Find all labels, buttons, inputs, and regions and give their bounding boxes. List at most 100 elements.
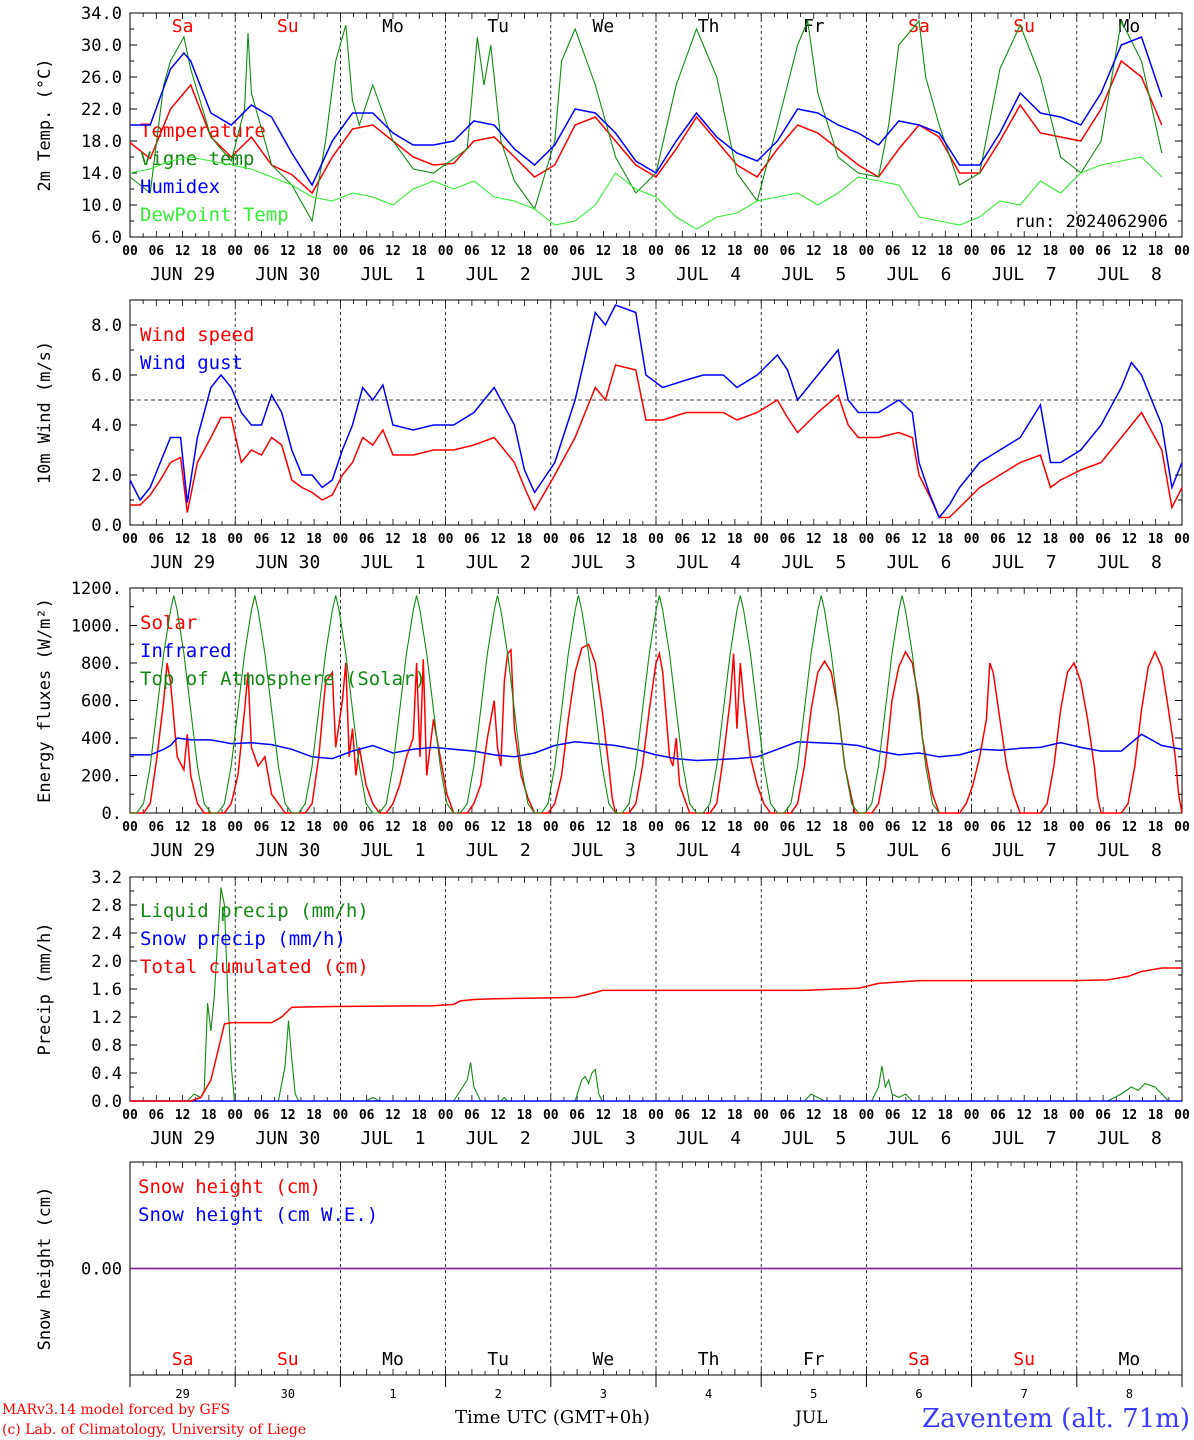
legend-entry: Wind gust xyxy=(140,352,243,374)
x-day-label: JUL 6 xyxy=(886,552,951,573)
x-hour-label: 12 xyxy=(175,532,191,547)
x-hour-label: 18 xyxy=(1148,532,1164,547)
x-day-label: JUL 2 xyxy=(466,552,531,573)
y-tick-label: 2.4 xyxy=(91,924,122,944)
x-hour-label: 12 xyxy=(385,244,401,259)
x-hour-label: 00 xyxy=(859,820,875,835)
x-hour-label: 18 xyxy=(411,532,427,547)
panel-temp: 6.0 10.0 14.0 18.0 22.0 26.0 30.0 34.0 2m Temp. … xyxy=(35,4,1190,285)
x-hour-label: 00 xyxy=(753,1108,769,1123)
y-tick-label: 0.4 xyxy=(91,1064,122,1084)
x-hour-label: 06 xyxy=(780,1108,796,1123)
x-day-label: JUL 5 xyxy=(781,552,846,573)
x-hour-label: 06 xyxy=(1095,820,1111,835)
x-hour-label: 06 xyxy=(464,820,480,835)
x-day-label: JUL 4 xyxy=(676,264,741,285)
x-hour-label: 12 xyxy=(1016,532,1032,547)
x-hour-label: 00 xyxy=(964,1108,980,1123)
x-day-label: JUN 29 xyxy=(150,264,215,285)
y-tick-label: 1000. xyxy=(71,617,122,637)
x-hour-label: 00 xyxy=(964,820,980,835)
y-tick-label: 34.0 xyxy=(81,4,122,24)
x-day-label: JUL 6 xyxy=(886,1128,951,1149)
x-hour-label: 18 xyxy=(622,244,638,259)
y-axis-label: Energy fluxes (W/m²) xyxy=(35,598,55,803)
x-hour-label: 00 xyxy=(859,532,875,547)
y-tick-label: 0. xyxy=(102,804,122,824)
y-tick-label: 400. xyxy=(81,729,122,749)
x-hour-label: 12 xyxy=(911,820,927,835)
y-axis-label: 10m Wind (m/s) xyxy=(35,341,55,484)
x-hour-label: 18 xyxy=(517,820,533,835)
station-label: Zaventem (alt. 71m) xyxy=(922,1404,1190,1434)
legend-entry: Wind speed xyxy=(140,324,254,346)
x-hour-label: 18 xyxy=(937,532,953,547)
y-tick-label: 30.0 xyxy=(81,36,122,56)
x-hour-label: 18 xyxy=(727,1108,743,1123)
x-hour-label: 12 xyxy=(490,532,506,547)
y-tick-label: 10.0 xyxy=(81,196,122,216)
x-day-label: JUL 2 xyxy=(466,1128,531,1149)
legend-entry: Snow precip (mm/h) xyxy=(140,928,346,950)
x-hour-label: 00 xyxy=(1069,532,1085,547)
panel-frame xyxy=(130,300,1182,525)
x-day-label: JUN 30 xyxy=(255,840,320,861)
x-hour-label: 18 xyxy=(517,1108,533,1123)
x-hour-label: 18 xyxy=(727,820,743,835)
x-day-label: JUN 30 xyxy=(255,264,320,285)
x-hour-label: 12 xyxy=(490,1108,506,1123)
x-hour-label: 12 xyxy=(806,532,822,547)
x-hour-label: 12 xyxy=(280,532,296,547)
x-hour-label: 12 xyxy=(596,532,612,547)
weekday-label: Fr xyxy=(803,16,825,37)
footer-day-number: 30 xyxy=(281,1387,295,1401)
x-hour-label: 12 xyxy=(596,244,612,259)
weekday-label: Sa xyxy=(172,16,194,37)
x-hour-label: 06 xyxy=(1095,1108,1111,1123)
y-axis-label: Precip (mm/h) xyxy=(35,922,55,1055)
x-hour-label: 18 xyxy=(832,1108,848,1123)
x-hour-label: 18 xyxy=(1148,244,1164,259)
x-hour-label: 06 xyxy=(990,820,1006,835)
x-hour-label: 18 xyxy=(1043,1108,1059,1123)
x-hour-label: 18 xyxy=(411,820,427,835)
x-day-label: JUL 5 xyxy=(781,840,846,861)
series-line-temperature xyxy=(130,61,1162,193)
y-tick-label: 200. xyxy=(81,767,122,787)
x-hour-label: 18 xyxy=(201,1108,217,1123)
weekday-label: Th xyxy=(698,16,720,37)
y-tick-label: 0.0 xyxy=(91,1092,122,1112)
x-hour-label: 00 xyxy=(648,532,664,547)
x-day-label: JUN 29 xyxy=(150,840,215,861)
legend-entry: Humidex xyxy=(140,176,220,198)
x-hour-label: 00 xyxy=(333,244,349,259)
x-day-label: JUL 3 xyxy=(571,1128,636,1149)
x-hour-label: 06 xyxy=(148,532,164,547)
x-hour-label: 00 xyxy=(1174,820,1190,835)
x-hour-label: 12 xyxy=(911,1108,927,1123)
x-hour-label: 06 xyxy=(569,820,585,835)
x-hour-label: 12 xyxy=(175,820,191,835)
x-hour-label: 18 xyxy=(411,1108,427,1123)
x-hour-label: 00 xyxy=(438,820,454,835)
y-tick-label: 8.0 xyxy=(91,316,122,336)
x-hour-label: 12 xyxy=(701,532,717,547)
y-tick-label: 6.0 xyxy=(91,366,122,386)
footer-day-number: 7 xyxy=(1021,1387,1028,1401)
legend-entry: Snow height (cm) xyxy=(138,1176,321,1198)
y-tick-label: 0.0 xyxy=(91,516,122,536)
x-day-label: JUL 8 xyxy=(1097,1128,1162,1149)
x-hour-label: 06 xyxy=(359,820,375,835)
x-hour-label: 00 xyxy=(333,1108,349,1123)
x-hour-label: 00 xyxy=(648,1108,664,1123)
y-axis-label: Snow height (cm) xyxy=(35,1187,55,1351)
x-hour-label: 06 xyxy=(148,244,164,259)
x-hour-label: 12 xyxy=(806,244,822,259)
x-hour-label: 06 xyxy=(674,1108,690,1123)
x-hour-label: 00 xyxy=(1174,1108,1190,1123)
x-hour-label: 00 xyxy=(333,532,349,547)
footer-day-number: 8 xyxy=(1126,1387,1133,1401)
x-hour-label: 06 xyxy=(780,532,796,547)
x-day-label: JUL 3 xyxy=(571,840,636,861)
x-hour-label: 00 xyxy=(438,532,454,547)
